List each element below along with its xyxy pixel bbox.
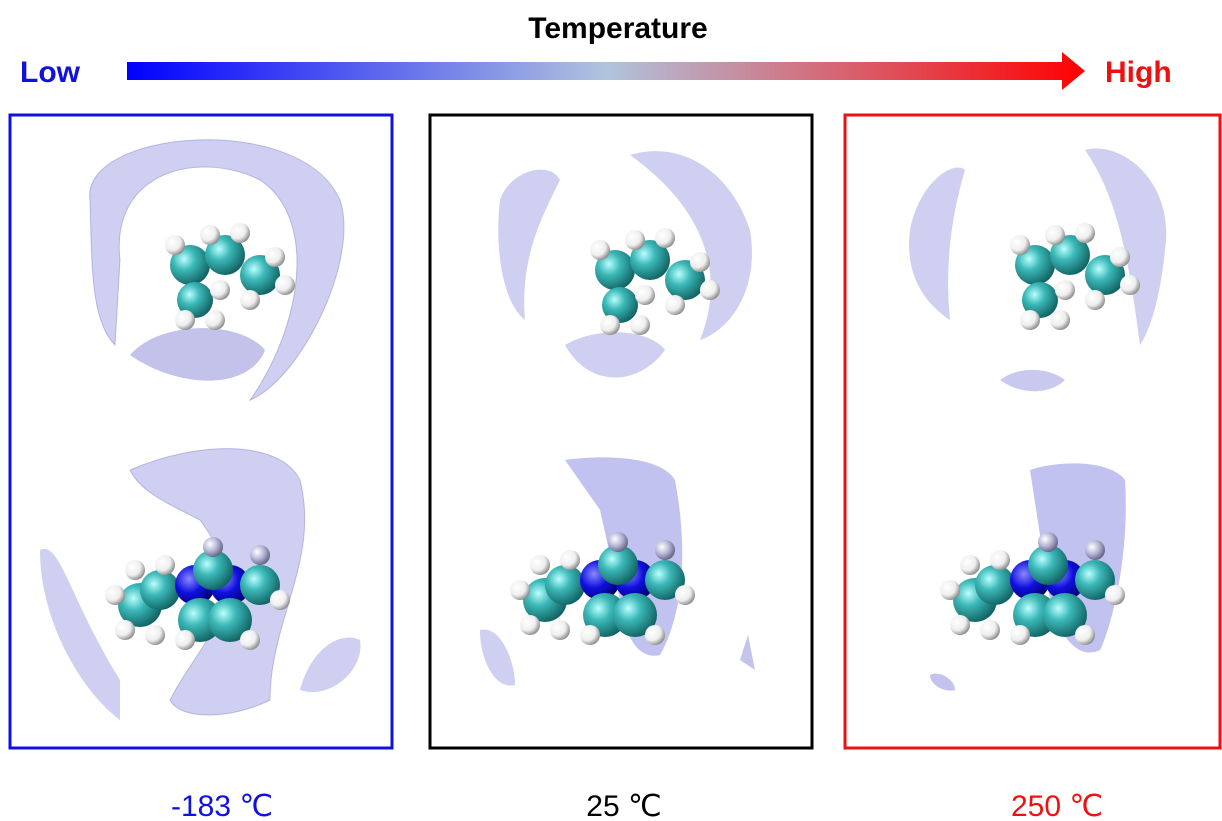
panel-label: 25 ℃ [586,790,661,821]
panel [430,115,812,748]
page: {"header": {"title": "Temperature", "low… [0,0,1222,821]
panel-label: 250 ℃ [1011,790,1103,821]
low-label: Low [20,56,81,89]
panel-frame [845,115,1220,748]
panel [845,115,1220,748]
panel [10,115,392,748]
temperature-arrow [127,52,1085,90]
panel-label: -183 ℃ [171,790,273,821]
title: Temperature [528,12,708,45]
figure: Temperature Low High -183 ℃ 25 ℃ [0,0,1222,821]
high-label: High [1105,56,1172,89]
